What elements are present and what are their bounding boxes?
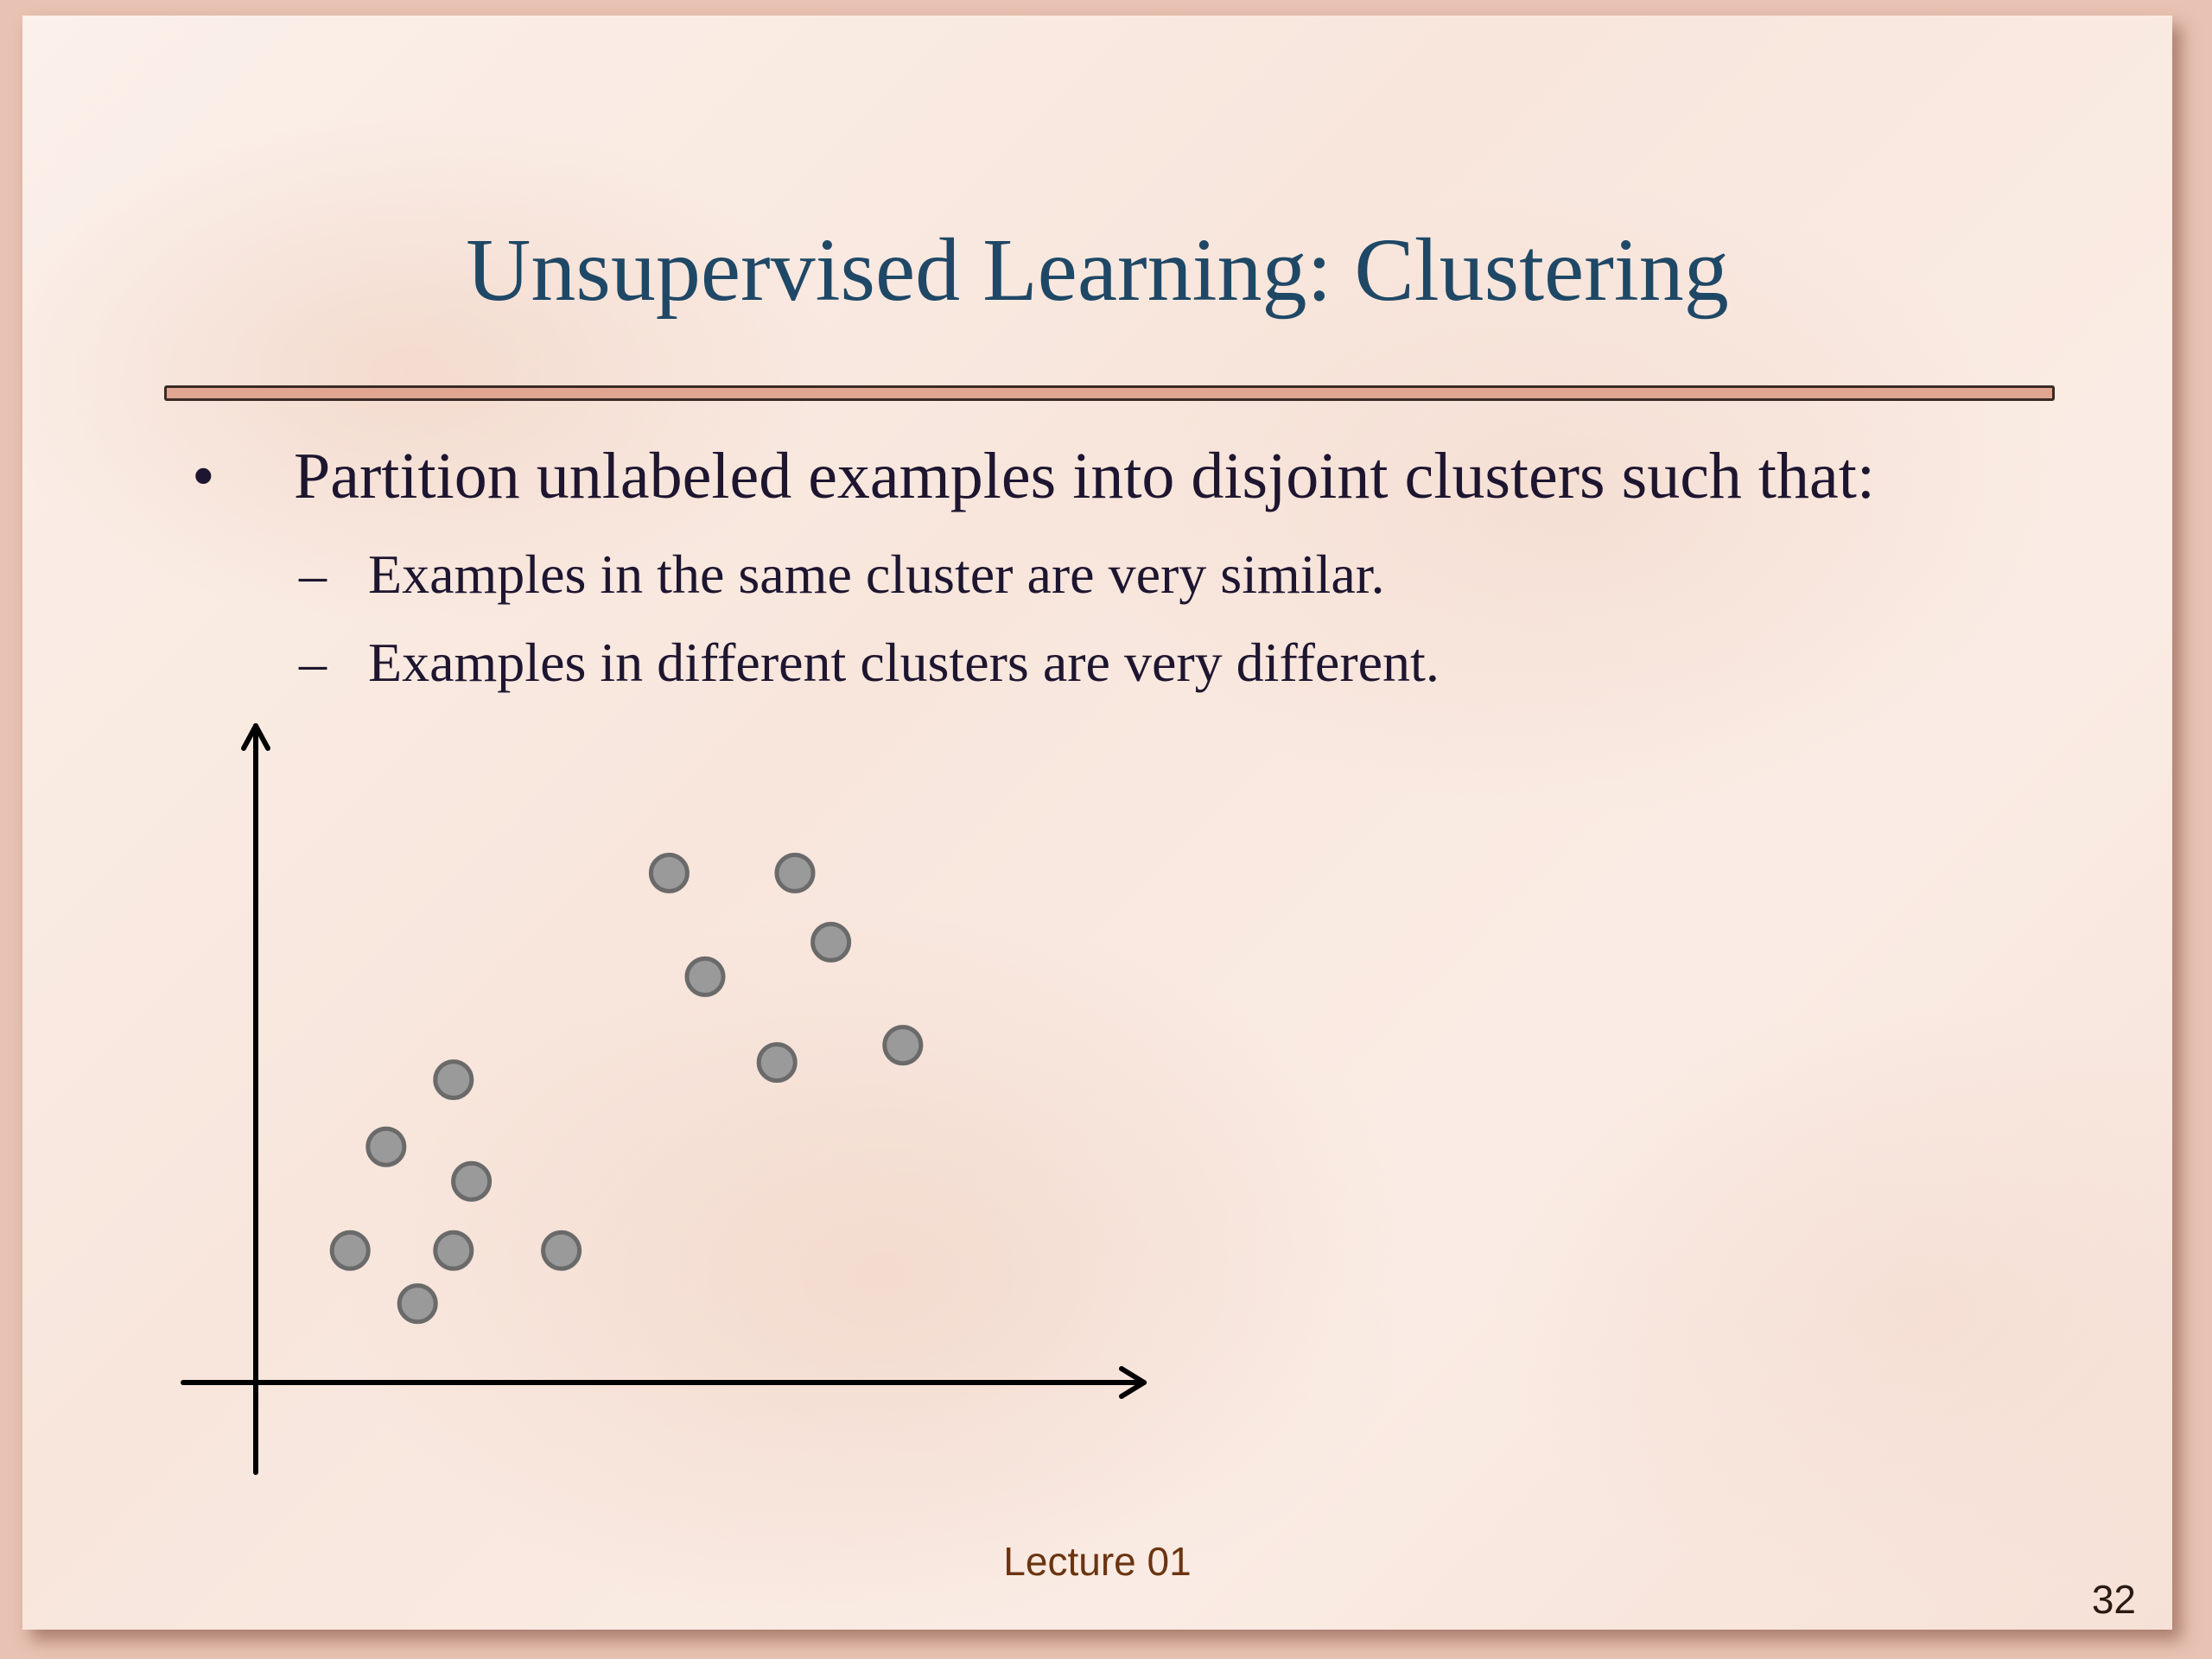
footer-label: Lecture 01 (1003, 1539, 1192, 1584)
data-point (756, 1042, 798, 1084)
data-point (433, 1059, 474, 1101)
bullet-text: Partition unlabeled examples into disjoi… (294, 440, 1876, 512)
data-point (774, 852, 816, 893)
page-number: 32 (2091, 1577, 2136, 1622)
data-point (329, 1230, 371, 1271)
plot-axes (181, 723, 1147, 1475)
sub-bullet-text: Examples in different clusters are very … (368, 632, 1440, 693)
sub-bullet-marker: – (299, 632, 327, 693)
data-point (810, 921, 852, 963)
sub-bullet-marker: – (299, 543, 327, 605)
slide-title: Unsupervised Learning: Clustering (466, 220, 1729, 320)
sub-bullet-text: Examples in the same cluster are very si… (368, 543, 1385, 605)
data-point (451, 1160, 493, 1202)
plot-points (329, 852, 924, 1325)
data-point (365, 1126, 407, 1167)
data-point (433, 1230, 474, 1271)
data-point (397, 1283, 438, 1325)
data-point (648, 852, 690, 893)
data-point (684, 956, 726, 997)
scatter-plot (181, 723, 1147, 1475)
title-divider (164, 385, 2055, 401)
bullet-marker: • (192, 440, 215, 512)
data-point (541, 1230, 582, 1271)
slide: Unsupervised Learning: Clustering • Part… (22, 16, 2172, 1630)
y-axis-arrowhead (241, 723, 270, 751)
x-axis-arrowhead (1119, 1366, 1147, 1399)
data-point (882, 1025, 924, 1066)
